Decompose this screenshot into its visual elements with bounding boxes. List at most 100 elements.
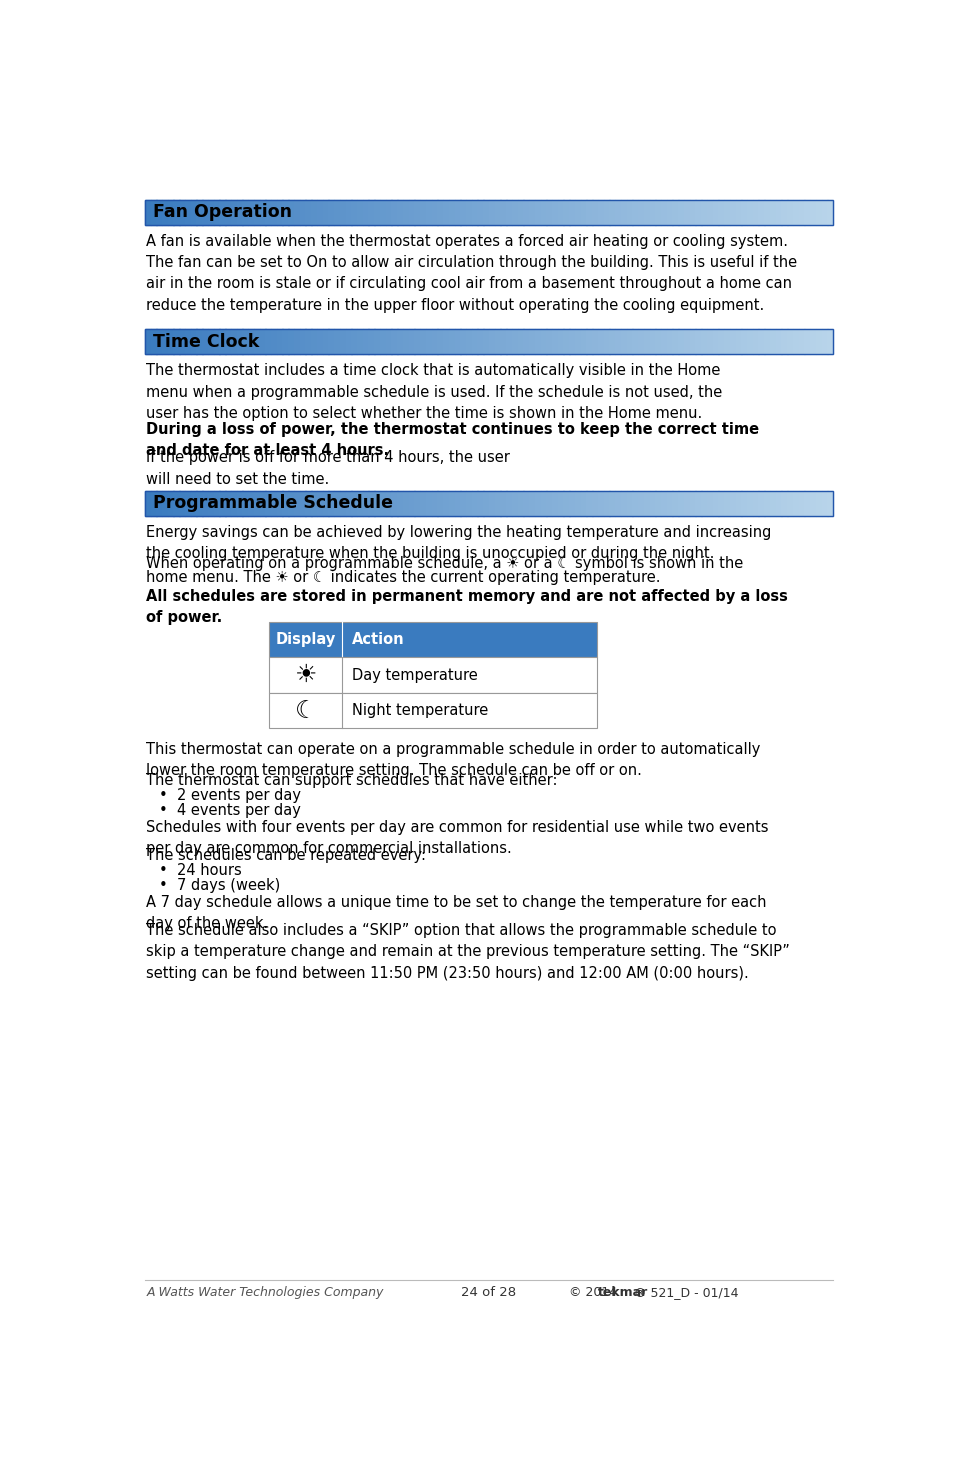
Bar (225, 491, 231, 516)
Bar (626, 201, 632, 224)
Bar (322, 491, 329, 516)
Bar (689, 491, 695, 516)
Bar (231, 329, 236, 354)
Bar (529, 491, 535, 516)
Bar (162, 491, 168, 516)
Bar (700, 491, 706, 516)
Bar (706, 329, 712, 354)
Bar (145, 329, 151, 354)
Bar (294, 329, 300, 354)
Bar (271, 329, 276, 354)
Bar (781, 201, 787, 224)
Bar (786, 329, 793, 354)
Bar (396, 201, 403, 224)
Bar (328, 201, 335, 224)
Bar (448, 491, 455, 516)
Bar (236, 329, 242, 354)
Bar (512, 491, 517, 516)
Bar (414, 491, 420, 516)
Bar (213, 201, 219, 224)
Bar (396, 329, 403, 354)
Text: Energy savings can be achieved by lowering the heating temperature and increasin: Energy savings can be achieved by loweri… (146, 525, 771, 562)
Bar (431, 201, 437, 224)
Bar (328, 329, 335, 354)
Bar (512, 201, 517, 224)
Text: A fan is available when the thermostat operates a forced air heating or cooling : A fan is available when the thermostat o… (146, 235, 797, 313)
Bar (465, 201, 472, 224)
Bar (500, 201, 506, 224)
Bar (482, 329, 489, 354)
Bar (638, 491, 643, 516)
Bar (700, 201, 706, 224)
Bar (339, 491, 346, 516)
Bar (322, 329, 329, 354)
Text: The schedules can be repeated every:: The schedules can be repeated every: (146, 848, 426, 863)
Bar (615, 491, 620, 516)
Bar (471, 201, 477, 224)
Bar (316, 201, 323, 224)
Bar (334, 491, 340, 516)
Bar (436, 201, 443, 224)
Bar (798, 329, 804, 354)
Bar (563, 329, 569, 354)
Bar (786, 491, 793, 516)
Bar (145, 329, 832, 354)
Bar (643, 329, 649, 354)
Bar (706, 201, 712, 224)
Bar (678, 491, 683, 516)
Bar (271, 491, 276, 516)
Bar (781, 329, 787, 354)
Bar (236, 491, 242, 516)
Bar (396, 491, 403, 516)
Bar (592, 491, 598, 516)
Bar (316, 329, 323, 354)
Bar (242, 201, 248, 224)
Bar (626, 491, 632, 516)
Bar (809, 491, 816, 516)
Bar (351, 201, 357, 224)
Bar (173, 491, 179, 516)
Bar (225, 329, 231, 354)
Text: Time Clock: Time Clock (152, 333, 258, 351)
Bar (558, 201, 563, 224)
Bar (282, 491, 289, 516)
Bar (649, 201, 655, 224)
Text: Fan Operation: Fan Operation (152, 204, 292, 221)
Bar (632, 201, 638, 224)
Bar (752, 491, 758, 516)
Bar (179, 491, 185, 516)
Bar (523, 201, 529, 224)
Bar (162, 329, 168, 354)
Bar (173, 329, 179, 354)
Bar (666, 201, 672, 224)
Text: •  2 events per day: • 2 events per day (158, 788, 300, 804)
Bar (603, 201, 609, 224)
Bar (219, 329, 225, 354)
Bar (419, 329, 426, 354)
Bar (339, 329, 346, 354)
Text: •  7 days (week): • 7 days (week) (158, 878, 280, 892)
Text: If the power is off for more than 4 hours, the user
will need to set the time.: If the power is off for more than 4 hour… (146, 450, 510, 487)
Bar (495, 491, 500, 516)
Bar (476, 329, 483, 354)
Bar (379, 491, 386, 516)
Bar (276, 201, 282, 224)
Bar (288, 201, 294, 224)
Bar (506, 329, 512, 354)
Bar (775, 329, 781, 354)
Bar (316, 491, 323, 516)
Bar (678, 201, 683, 224)
Bar (552, 201, 558, 224)
Bar (752, 329, 758, 354)
Bar (282, 201, 289, 224)
Bar (334, 329, 340, 354)
Bar (517, 201, 523, 224)
Bar (276, 329, 282, 354)
Text: Schedules with four events per day are common for residential use while two even: Schedules with four events per day are c… (146, 820, 768, 855)
Bar (282, 329, 289, 354)
Bar (695, 329, 700, 354)
Bar (689, 201, 695, 224)
Bar (362, 329, 369, 354)
Bar (351, 491, 357, 516)
Bar (145, 491, 832, 516)
